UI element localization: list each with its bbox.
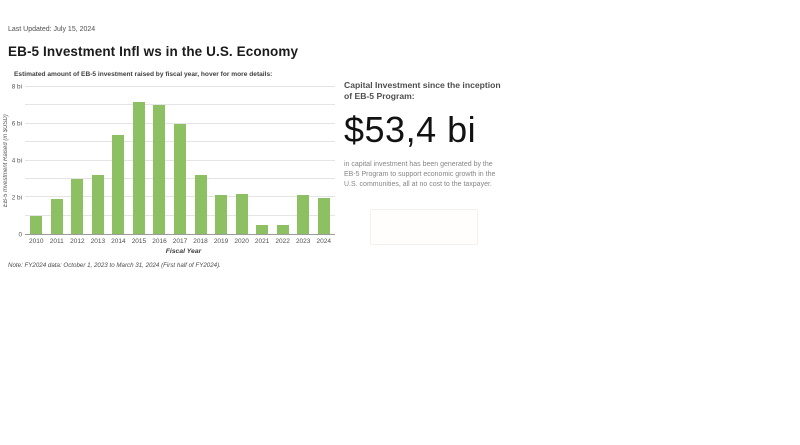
y-axis-ticks: 0 2 bi 4 bi 6 bi 8 bi — [11, 83, 25, 239]
bar-2011[interactable] — [50, 199, 63, 234]
bar-2019[interactable] — [215, 195, 228, 234]
bar-2014[interactable] — [112, 134, 125, 234]
x-tick-label-2016: 2016 — [152, 238, 167, 245]
bar-col-2020 — [231, 87, 252, 234]
gridline — [25, 104, 335, 106]
bar-col-2021 — [252, 87, 273, 234]
x-axis-title: Fiscal Year — [165, 248, 202, 255]
y-tick-label: 8 bi — [11, 83, 22, 91]
y-axis-title: EB-5 Investment Raised (in $USD) — [3, 114, 9, 208]
bar-col-2014 — [108, 87, 129, 234]
bar-2017[interactable] — [173, 123, 186, 234]
eb5-bar-chart: Estimated amount of EB-5 investment rais… — [2, 71, 342, 269]
x-axis-labels: 2010 2011 2012 2013 2014 2015 2016 2017 2018 2019… — [25, 238, 335, 245]
x-tick-label-2012: 2012 — [70, 238, 85, 245]
bar-2024[interactable] — [317, 198, 330, 234]
x-tick-label-2013: 2013 — [90, 238, 106, 245]
bars-row — [25, 87, 335, 234]
x-tick-label-2015: 2015 — [131, 238, 147, 245]
x-tick-label-2022: 2022 — [275, 238, 290, 245]
chart-subtitle: Estimated amount of EB-5 investment rais… — [14, 71, 273, 78]
gridline — [25, 86, 335, 87]
bar-col-2024 — [313, 87, 334, 234]
bar-col-2015 — [129, 87, 150, 234]
plot-area — [25, 86, 335, 235]
bar-2016[interactable] — [153, 105, 166, 234]
chart-note: Note: FY2024 data: October 1, 2023 to Ma… — [8, 262, 221, 269]
bar-col-2010 — [26, 87, 47, 234]
x-tick-label-2010: 2010 — [29, 238, 44, 245]
y-tick-label: 4 bi — [11, 157, 22, 165]
x-tick-label-2024: 2024 — [316, 238, 331, 245]
bar-col-2013 — [88, 87, 109, 234]
x-tick-label-2017: 2017 — [172, 238, 188, 245]
chart-body: EB-5 Investment Raised (in $USD) 0 2 bi 4 … — [2, 83, 342, 239]
y-tick-label: 2 bi — [11, 194, 22, 202]
gridline — [25, 122, 335, 124]
bar-col-2022 — [272, 87, 293, 234]
page-title: EB-5 Investment Infl ws in the U.S. Econ… — [8, 44, 299, 59]
bar-2021[interactable] — [256, 224, 269, 234]
big-number: $53,4 bi — [344, 109, 477, 151]
panel-body-text: in capital investment has been generated… — [344, 161, 496, 189]
bar-2013[interactable] — [91, 175, 104, 234]
bar-col-2011 — [47, 87, 68, 234]
y-tick-label: 6 bi — [11, 120, 22, 128]
bar-2010[interactable] — [30, 215, 43, 234]
x-tick-label-2019: 2019 — [213, 238, 229, 245]
x-tick-label-2023: 2023 — [295, 238, 311, 245]
bar-2015[interactable] — [132, 101, 145, 234]
bar-col-2017 — [170, 87, 191, 234]
bar-2022[interactable] — [276, 224, 289, 234]
bar-2023[interactable] — [297, 194, 310, 234]
bar-col-2018 — [190, 87, 211, 234]
ghost-button[interactable] — [370, 209, 478, 245]
x-tick-label-2011: 2011 — [49, 238, 64, 245]
bar-col-2016 — [149, 87, 170, 234]
x-tick-label-2018: 2018 — [193, 238, 208, 245]
bar-2020[interactable] — [235, 193, 248, 234]
bar-col-2012 — [67, 87, 88, 234]
x-tick-label-2021: 2021 — [254, 238, 270, 245]
bar-col-2019 — [211, 87, 232, 234]
bar-col-2023 — [293, 87, 314, 234]
capital-investment-panel: Capital Investment since the inception o… — [344, 80, 512, 245]
x-tick-label-2014: 2014 — [111, 238, 126, 245]
y-tick-label: 0 — [18, 231, 22, 239]
panel-heading: Capital Investment since the inception o… — [344, 80, 501, 102]
last-updated-text: Last Updated: July 15, 2024 — [8, 26, 96, 33]
x-tick-label-2020: 2020 — [234, 238, 249, 245]
bar-2012[interactable] — [71, 178, 84, 234]
bar-2018[interactable] — [194, 175, 207, 234]
